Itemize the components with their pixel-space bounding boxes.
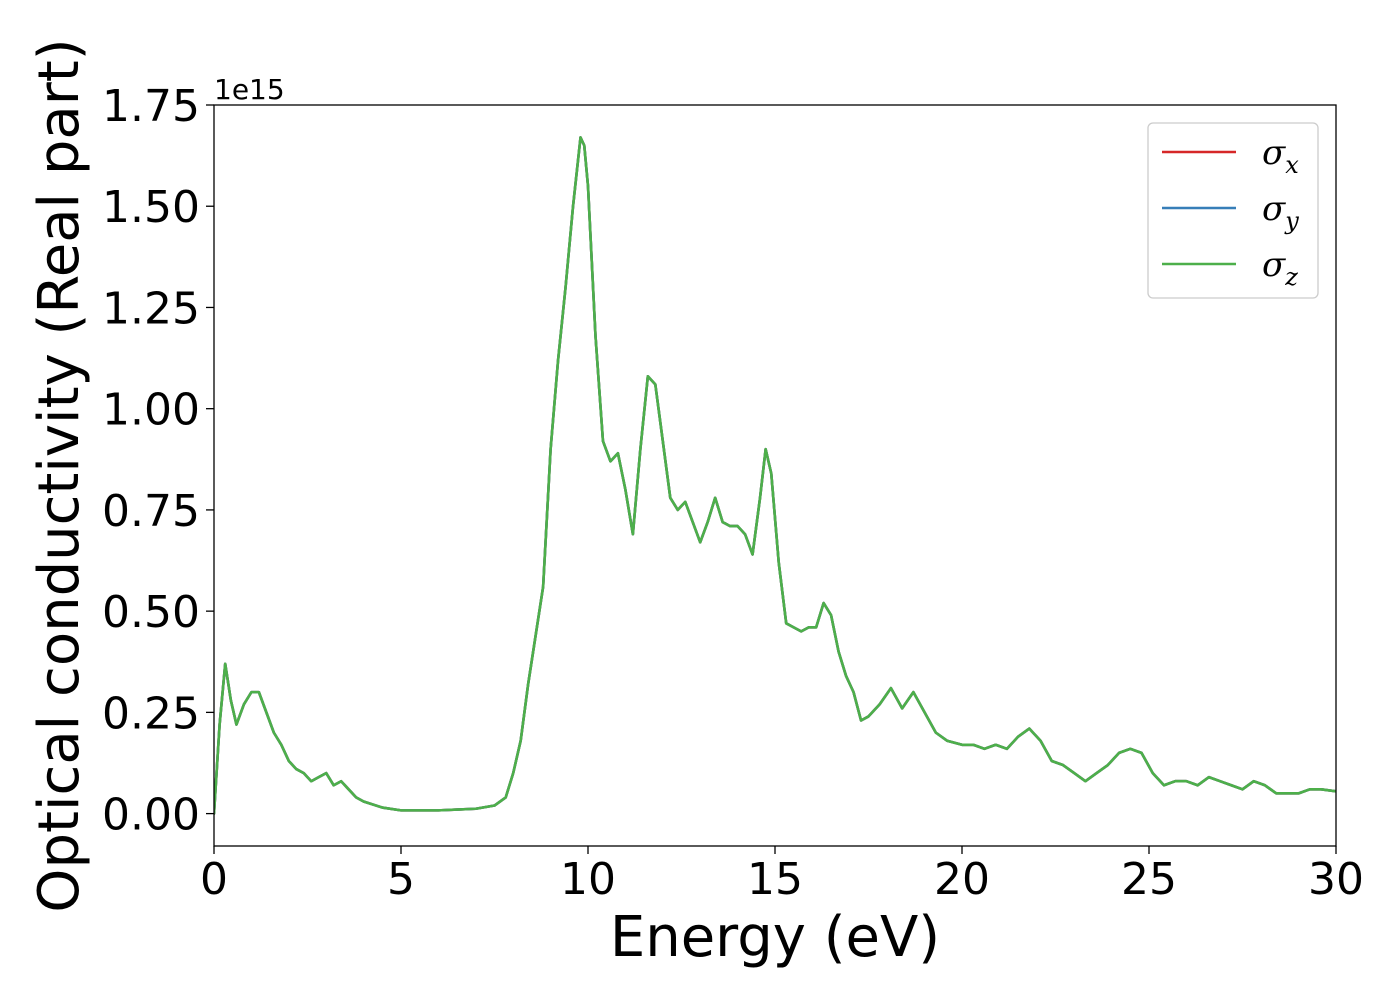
x-tick-label: 30 [1308, 854, 1364, 905]
x-axis-label: Energy (eV) [610, 905, 940, 970]
y-tick-label: 1.00 [102, 385, 200, 436]
y-tick-label: 0.75 [102, 486, 200, 537]
x-axis-ticks: 0 5 10 15 20 25 30 [200, 846, 1364, 905]
y-axis-label: Optical conductivity (Real part) [27, 38, 92, 912]
y-tick-label: 1.25 [102, 283, 200, 334]
y-tick-label: 0.25 [102, 688, 200, 739]
y-axis-ticks: 0.00 0.25 0.50 0.75 1.00 1.25 1.50 1.75 [102, 81, 214, 841]
legend: σx σy σz [1147, 122, 1319, 299]
x-tick-label: 25 [1121, 854, 1177, 905]
y-tick-label: 0.50 [102, 587, 200, 638]
x-tick-label: 5 [387, 854, 415, 905]
legend-label-sigma-y: σy [1262, 189, 1299, 235]
x-tick-label: 0 [200, 854, 228, 905]
x-tick-label: 10 [560, 854, 616, 905]
y-tick-label: 0.00 [102, 790, 200, 841]
y-axis-offset-label: 1e15 [214, 73, 285, 106]
legend-label-sigma-x: σx [1262, 133, 1299, 179]
series-layer [214, 136, 1336, 815]
legend-label-sigma-z: σz [1262, 245, 1298, 291]
series-line-sigma-z [214, 136, 1336, 815]
legend-box [1147, 122, 1319, 299]
y-tick-label: 1.75 [102, 81, 200, 132]
y-tick-label: 1.50 [102, 182, 200, 233]
x-tick-label: 15 [747, 854, 803, 905]
x-tick-label: 20 [934, 854, 990, 905]
